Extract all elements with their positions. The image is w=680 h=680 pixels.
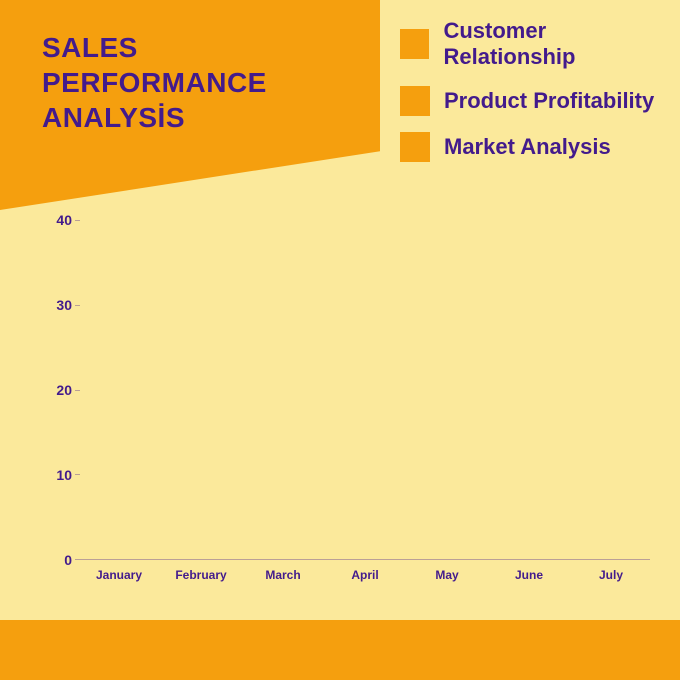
legend-swatch <box>400 132 430 162</box>
x-tick-label: March <box>248 560 318 600</box>
legend-label: Customer Relationship <box>443 18 680 70</box>
y-tick-mark <box>75 474 80 475</box>
x-tick-label: April <box>330 560 400 600</box>
x-tick-label: June <box>494 560 564 600</box>
legend-swatch <box>400 29 429 59</box>
bar-groups <box>80 220 650 559</box>
y-tick-mark <box>75 390 80 391</box>
y-tick-label: 0 <box>64 552 72 568</box>
x-tick-label: January <box>84 560 154 600</box>
x-tick-label: July <box>576 560 646 600</box>
x-tick-label: February <box>166 560 236 600</box>
y-tick-label: 10 <box>56 467 72 483</box>
y-tick-mark <box>75 305 80 306</box>
y-tick-mark <box>75 220 80 221</box>
legend-item: Product Profitability <box>400 86 680 116</box>
legend-item: Market Analysis <box>400 132 680 162</box>
legend-item: Customer Relationship <box>400 18 680 70</box>
page-title: SALESPERFORMANCEANALYSİS <box>42 30 267 135</box>
legend-swatch <box>400 86 430 116</box>
legend-label: Product Profitability <box>444 88 654 114</box>
y-axis: 010203040 <box>40 220 78 560</box>
legend-label: Market Analysis <box>444 134 611 160</box>
y-tick-label: 30 <box>56 297 72 313</box>
sales-bar-chart: 010203040 JanuaryFebruaryMarchAprilMayJu… <box>40 220 650 600</box>
plot-area <box>80 220 650 560</box>
x-tick-label: May <box>412 560 482 600</box>
footer-band <box>0 620 680 680</box>
y-tick-label: 40 <box>56 212 72 228</box>
legend: Customer Relationship Product Profitabili… <box>400 18 680 162</box>
y-tick-label: 20 <box>56 382 72 398</box>
x-axis-labels: January February March April May June July <box>80 560 650 600</box>
